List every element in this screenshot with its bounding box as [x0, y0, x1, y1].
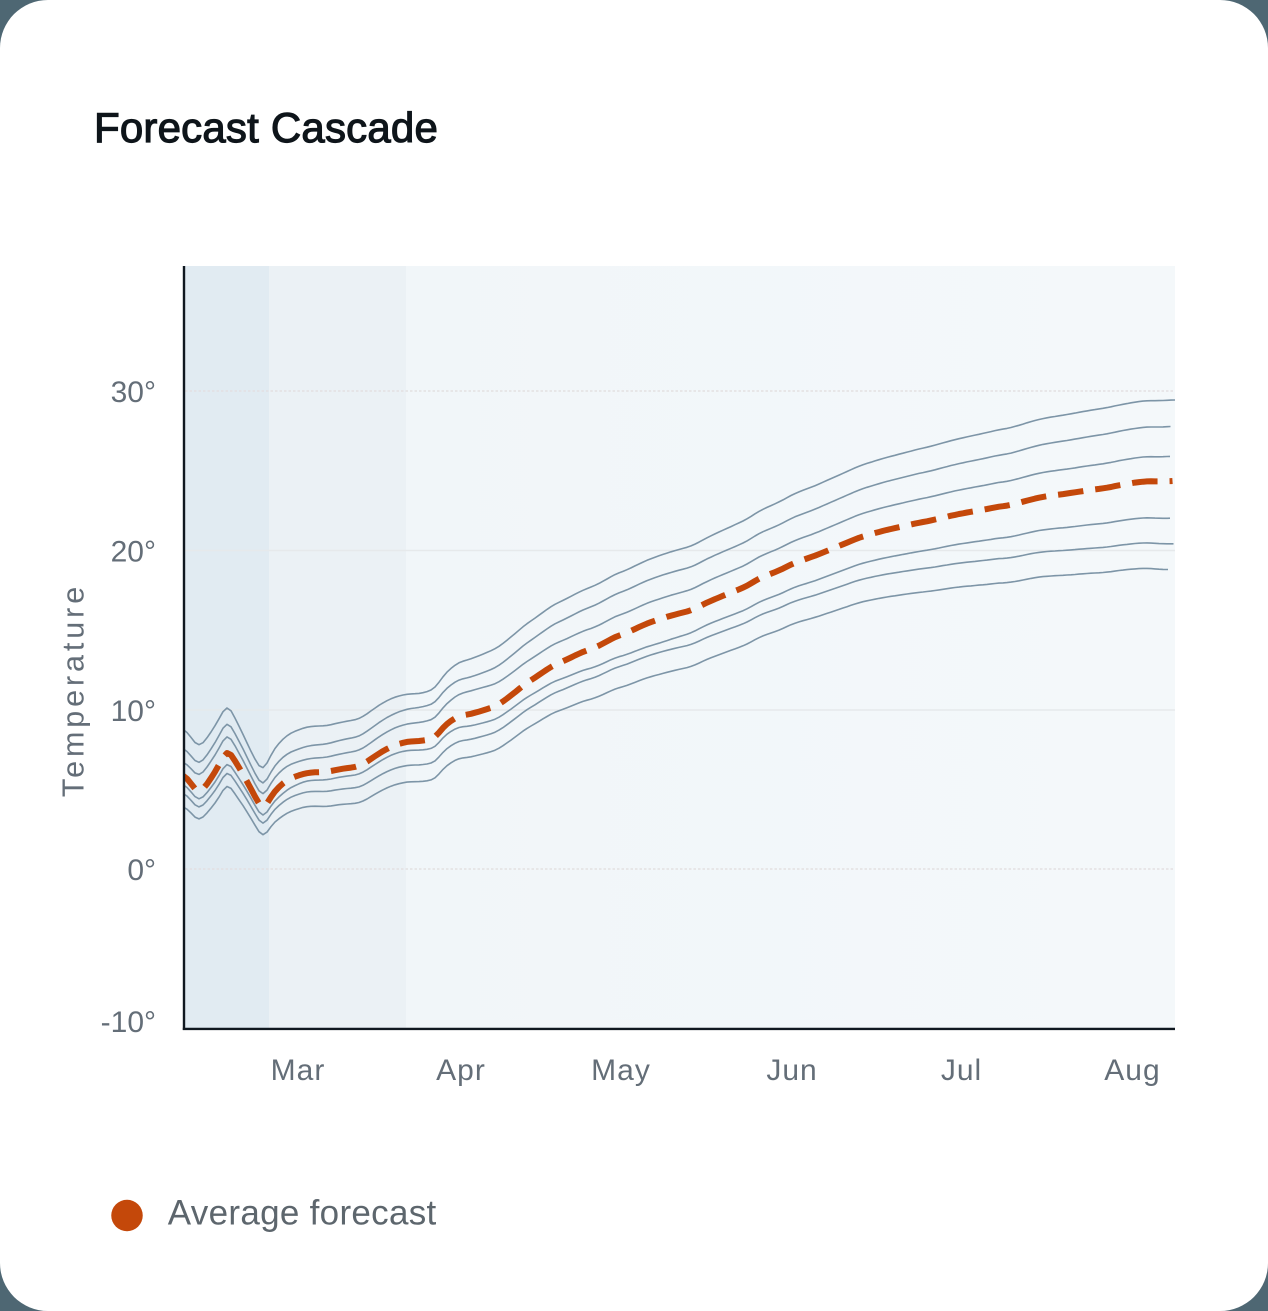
- svg-text:May: May: [591, 1054, 651, 1087]
- svg-text:30°: 30°: [111, 376, 156, 409]
- svg-text:Jun: Jun: [766, 1054, 817, 1087]
- svg-text:Mar: Mar: [271, 1054, 326, 1087]
- svg-text:0°: 0°: [127, 854, 156, 887]
- svg-text:10°: 10°: [111, 695, 156, 728]
- svg-text:Aug: Aug: [1104, 1054, 1160, 1087]
- svg-text:-10°: -10°: [101, 1006, 156, 1039]
- svg-text:Apr: Apr: [436, 1054, 486, 1087]
- svg-text:Temperature: Temperature: [57, 583, 91, 797]
- svg-text:20°: 20°: [111, 536, 156, 569]
- svg-text:Average forecast: Average forecast: [168, 1194, 437, 1233]
- svg-text:Jul: Jul: [941, 1054, 982, 1087]
